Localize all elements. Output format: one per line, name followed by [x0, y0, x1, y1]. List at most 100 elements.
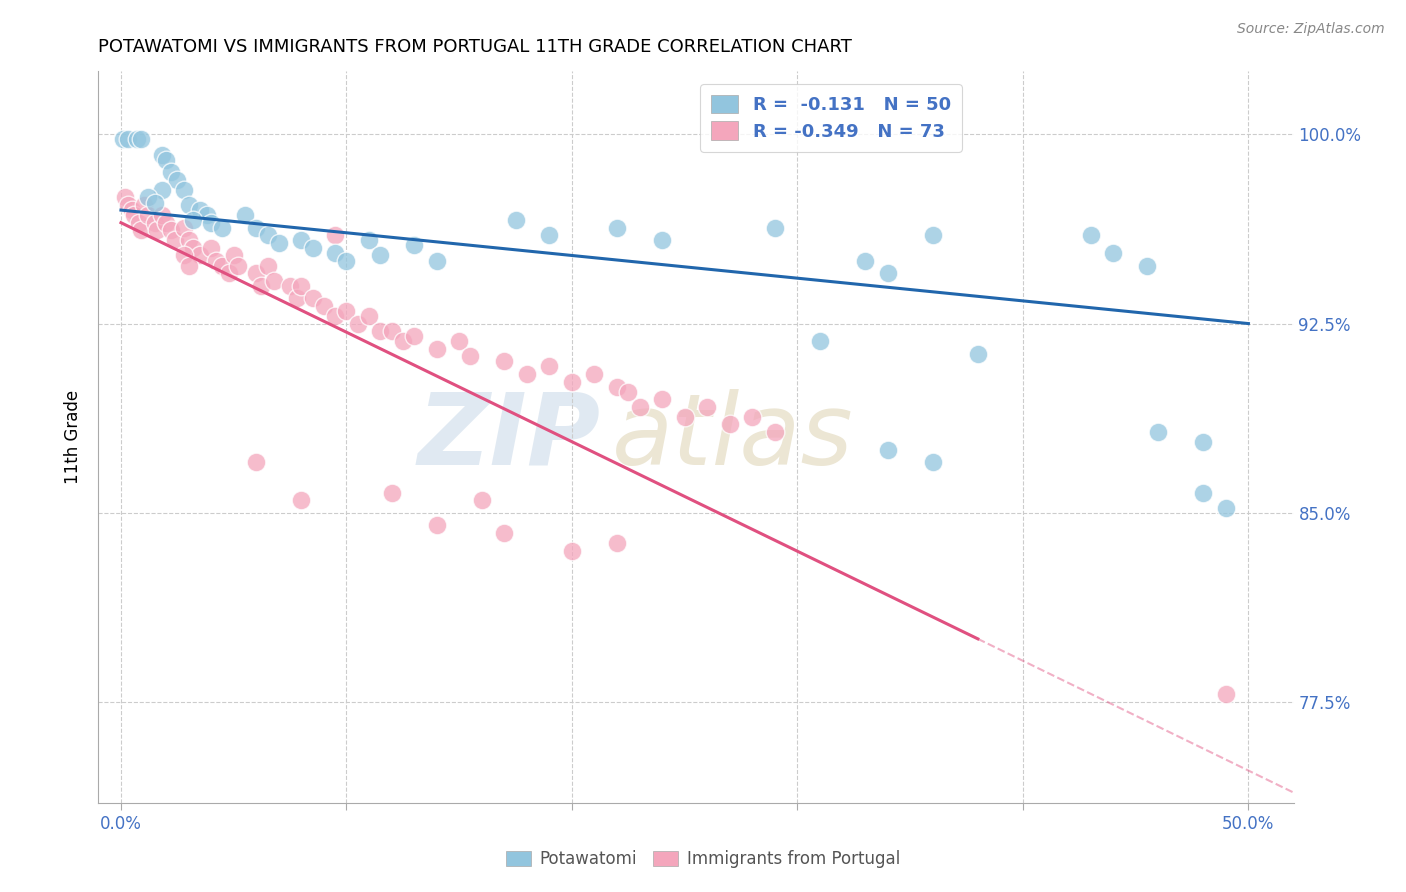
- Point: [143, 195, 166, 210]
- Point: [673, 409, 696, 424]
- Point: [335, 253, 357, 268]
- Point: [150, 147, 173, 161]
- Point: [159, 223, 181, 237]
- Point: [245, 455, 267, 469]
- Point: [256, 259, 278, 273]
- Point: [301, 291, 323, 305]
- Point: [132, 198, 155, 212]
- Point: [471, 493, 494, 508]
- Point: [114, 190, 136, 204]
- Point: [323, 309, 346, 323]
- Point: [204, 253, 226, 268]
- Point: [335, 304, 357, 318]
- Point: [166, 173, 188, 187]
- Point: [181, 241, 204, 255]
- Point: [1147, 425, 1170, 439]
- Point: [876, 442, 898, 457]
- Point: [195, 208, 218, 222]
- Point: [117, 198, 139, 212]
- Point: [696, 400, 718, 414]
- Point: [1080, 228, 1102, 243]
- Point: [921, 228, 943, 243]
- Point: [357, 309, 380, 323]
- Point: [1192, 485, 1215, 500]
- Point: [1192, 435, 1215, 450]
- Point: [256, 228, 278, 243]
- Point: [741, 409, 763, 424]
- Point: [921, 455, 943, 469]
- Point: [290, 493, 312, 508]
- Point: [876, 266, 898, 280]
- Point: [380, 324, 402, 338]
- Text: Source: ZipAtlas.com: Source: ZipAtlas.com: [1237, 22, 1385, 37]
- Point: [404, 329, 426, 343]
- Point: [245, 266, 267, 280]
- Point: [426, 342, 449, 356]
- Point: [211, 259, 233, 273]
- Point: [136, 190, 159, 204]
- Point: [606, 536, 628, 550]
- Point: [651, 392, 673, 407]
- Point: [150, 208, 173, 222]
- Y-axis label: 11th Grade: 11th Grade: [65, 390, 83, 484]
- Point: [538, 359, 561, 374]
- Point: [718, 417, 741, 432]
- Point: [143, 216, 166, 230]
- Point: [285, 291, 308, 305]
- Point: [121, 203, 143, 218]
- Point: [177, 233, 200, 247]
- Point: [505, 213, 527, 227]
- Point: [129, 223, 152, 237]
- Point: [323, 246, 346, 260]
- Point: [155, 153, 177, 167]
- Point: [368, 324, 391, 338]
- Point: [233, 208, 256, 222]
- Point: [628, 400, 651, 414]
- Point: [617, 384, 640, 399]
- Point: [966, 347, 988, 361]
- Point: [146, 223, 169, 237]
- Point: [1102, 246, 1125, 260]
- Point: [177, 198, 200, 212]
- Point: [155, 216, 177, 230]
- Text: POTAWATOMI VS IMMIGRANTS FROM PORTUGAL 11TH GRADE CORRELATION CHART: POTAWATOMI VS IMMIGRANTS FROM PORTUGAL 1…: [98, 38, 852, 56]
- Point: [380, 485, 402, 500]
- Point: [301, 241, 323, 255]
- Point: [177, 259, 200, 273]
- Text: ZIP: ZIP: [418, 389, 600, 485]
- Point: [561, 543, 583, 558]
- Point: [173, 248, 195, 262]
- Point: [117, 132, 139, 146]
- Point: [263, 274, 285, 288]
- Point: [763, 220, 786, 235]
- Point: [494, 354, 516, 368]
- Point: [159, 165, 181, 179]
- Point: [651, 233, 673, 247]
- Point: [561, 375, 583, 389]
- Point: [125, 132, 148, 146]
- Point: [222, 248, 245, 262]
- Point: [1136, 259, 1159, 273]
- Point: [312, 299, 335, 313]
- Point: [128, 216, 150, 230]
- Point: [211, 220, 233, 235]
- Point: [426, 518, 449, 533]
- Point: [538, 228, 561, 243]
- Point: [245, 220, 267, 235]
- Point: [150, 183, 173, 197]
- Point: [112, 132, 135, 146]
- Legend: Potawatomi, Immigrants from Portugal: Potawatomi, Immigrants from Portugal: [499, 844, 907, 875]
- Point: [449, 334, 471, 349]
- Point: [200, 241, 222, 255]
- Point: [853, 253, 876, 268]
- Point: [426, 253, 449, 268]
- Point: [460, 350, 482, 364]
- Point: [357, 233, 380, 247]
- Point: [1215, 687, 1237, 701]
- Legend: R =  -0.131   N = 50, R = -0.349   N = 73: R = -0.131 N = 50, R = -0.349 N = 73: [700, 84, 962, 152]
- Point: [290, 233, 312, 247]
- Text: atlas: atlas: [613, 389, 853, 485]
- Point: [516, 367, 538, 381]
- Point: [124, 208, 146, 222]
- Point: [249, 278, 271, 293]
